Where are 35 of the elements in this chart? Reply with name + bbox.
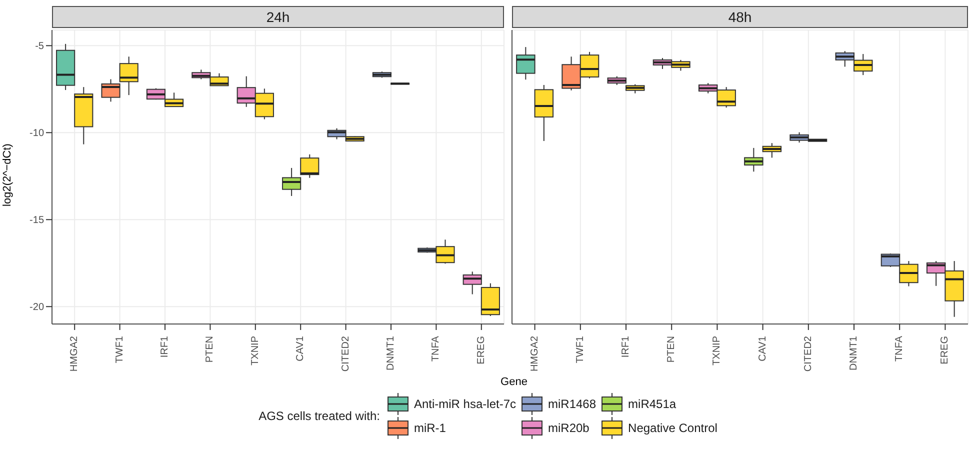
- chart-title: 24h: [52, 6, 504, 28]
- x-tick-label: TXNIP: [250, 336, 261, 366]
- legend-title: AGS cells treated with:: [258, 409, 380, 423]
- y-axis-title: log2(2^−dCt): [1, 144, 14, 206]
- legend-label: miR1468: [548, 397, 596, 411]
- legend-label: miR-1: [414, 421, 446, 435]
- x-tick-label: TWF1: [574, 336, 586, 364]
- x-tick-label: DNMT1: [848, 336, 860, 370]
- x-tick-label: IRF1: [620, 336, 632, 358]
- y-tick-label: -20: [30, 302, 44, 314]
- x-tick-label: PTEN: [666, 336, 678, 363]
- y-tick-label: -10: [30, 128, 44, 140]
- x-tick-label: TNFA: [430, 336, 442, 362]
- legend-label: miR20b: [548, 421, 590, 435]
- x-tick-label: CITED2: [802, 336, 814, 372]
- y-tick-label: -15: [30, 215, 44, 226]
- x-tick-label: CITED2: [340, 336, 352, 372]
- x-tick-label: TXNIP: [712, 336, 723, 366]
- legend-label: Anti-miR hsa-let-7c: [414, 397, 516, 411]
- x-tick-label: IRF1: [160, 336, 170, 358]
- x-tick-label: PTEN: [204, 336, 216, 363]
- legend-label: Negative Control: [628, 421, 718, 435]
- x-tick-label: EREG: [940, 336, 951, 364]
- x-tick-label: CAV1: [757, 336, 768, 362]
- x-axis-title: Gene: [500, 376, 528, 388]
- x-tick-label: EREG: [476, 336, 487, 364]
- x-tick-label: TWF1: [114, 336, 126, 364]
- x-tick-label: DNMT1: [386, 336, 396, 370]
- chart-title: 48h: [512, 6, 968, 28]
- x-tick-label: HMGA2: [529, 336, 540, 372]
- legend-label: miR451a: [628, 397, 676, 411]
- x-tick-label: CAV1: [295, 336, 306, 362]
- y-tick-label: -5: [35, 41, 44, 52]
- x-tick-label: HMGA2: [69, 336, 80, 372]
- x-tick-label: TNFA: [894, 336, 906, 362]
